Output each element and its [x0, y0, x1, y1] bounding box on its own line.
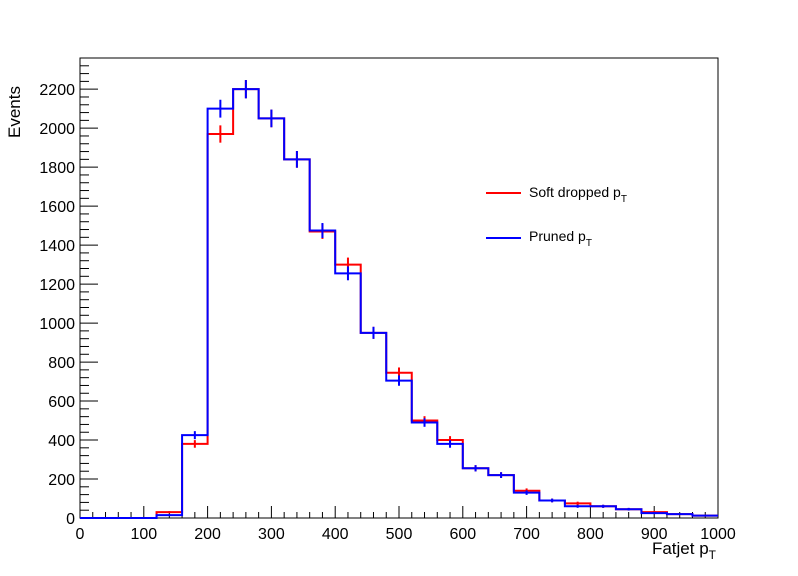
y-axis-title: Events — [5, 86, 24, 138]
legend-label-soft-dropped: Soft dropped pT — [529, 184, 627, 205]
x-tick-label: 500 — [386, 526, 413, 543]
y-tick-label: 1000 — [39, 316, 75, 333]
series-layer — [80, 80, 718, 519]
y-tick-label: 2000 — [39, 121, 75, 138]
legend: Soft dropped pT Pruned pT — [486, 184, 627, 249]
axis-tick-labels: 0 100 200 300 400 500 600 700 800 900 1000 0 200 400 6… — [39, 82, 735, 543]
x-tick-label: 200 — [194, 526, 221, 543]
x-tick-label: 900 — [641, 526, 668, 543]
y-tick-label: 0 — [66, 511, 75, 528]
legend-label-pruned: Pruned pT — [529, 228, 592, 249]
series-step-line — [80, 88, 718, 519]
x-axis-title: Fatjet pT — [652, 539, 717, 562]
x-tick-label: 600 — [449, 526, 476, 543]
x-tick-label: 100 — [130, 526, 157, 543]
y-tick-label: 200 — [48, 472, 75, 489]
y-tick-label: 1800 — [39, 160, 75, 177]
y-tick-label: 600 — [48, 394, 75, 411]
x-tick-label: 700 — [513, 526, 540, 543]
x-tick-label: 0 — [76, 526, 85, 543]
y-tick-label: 800 — [48, 355, 75, 372]
series-step-line — [80, 88, 718, 519]
y-tick-label: 400 — [48, 433, 75, 450]
series-pruned — [80, 80, 718, 519]
plot-frame — [79, 57, 719, 519]
series-soft-dropped — [80, 80, 718, 519]
x-tick-label: 1000 — [700, 526, 736, 543]
y-tick-label: 1400 — [39, 238, 75, 255]
y-tick-label: 1600 — [39, 199, 75, 216]
y-tick-label: 2200 — [39, 82, 75, 99]
axis-ticks — [79, 57, 719, 519]
x-tick-label: 400 — [322, 526, 349, 543]
y-tick-label: 1200 — [39, 277, 75, 294]
x-tick-label: 300 — [258, 526, 285, 543]
x-tick-label: 800 — [577, 526, 604, 543]
